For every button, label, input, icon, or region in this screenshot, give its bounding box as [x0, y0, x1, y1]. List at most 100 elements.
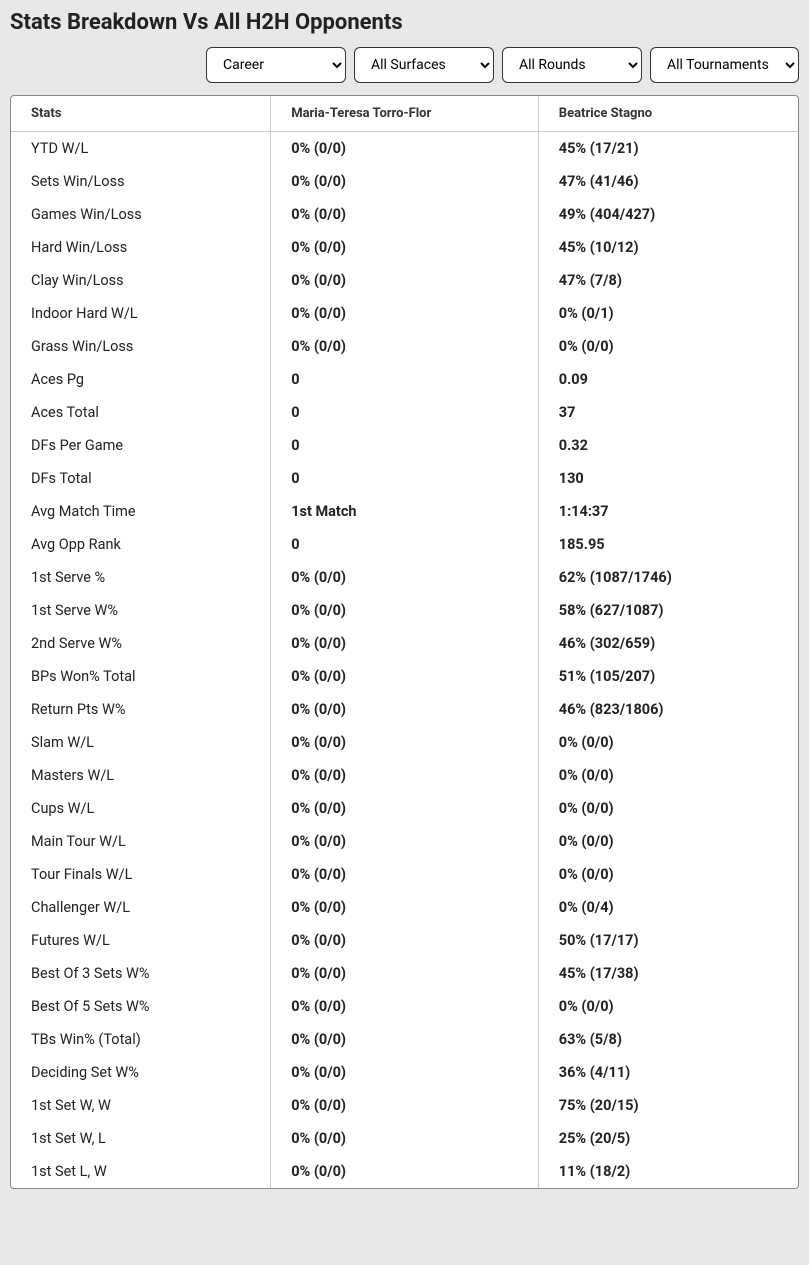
rounds-filter[interactable]: All Rounds: [502, 47, 642, 83]
stat-label: YTD W/L: [11, 132, 271, 166]
table-row: YTD W/L0% (0/0)45% (17/21): [11, 132, 798, 166]
player2-value: 47% (7/8): [538, 264, 798, 297]
stat-label: 1st Set L, W: [11, 1155, 271, 1188]
player2-value: 0.32: [538, 429, 798, 462]
player2-value: 45% (17/38): [538, 957, 798, 990]
stats-table: Stats Maria-Teresa Torro-Flor Beatrice S…: [11, 96, 798, 1188]
player1-value: 0: [271, 363, 539, 396]
table-row: Indoor Hard W/L0% (0/0)0% (0/1): [11, 297, 798, 330]
table-row: 2nd Serve W%0% (0/0)46% (302/659): [11, 627, 798, 660]
table-row: DFs Per Game00.32: [11, 429, 798, 462]
player2-value: 0% (0/0): [538, 726, 798, 759]
player2-value: 0.09: [538, 363, 798, 396]
stat-label: Avg Match Time: [11, 495, 271, 528]
player1-value: 0% (0/0): [271, 165, 539, 198]
player1-value: 0: [271, 396, 539, 429]
player1-value: 0: [271, 528, 539, 561]
table-row: 1st Serve W%0% (0/0)58% (627/1087): [11, 594, 798, 627]
stat-label: Grass Win/Loss: [11, 330, 271, 363]
page-title: Stats Breakdown Vs All H2H Opponents: [10, 10, 799, 35]
table-row: Clay Win/Loss0% (0/0)47% (7/8): [11, 264, 798, 297]
player2-value: 62% (1087/1746): [538, 561, 798, 594]
stat-label: Masters W/L: [11, 759, 271, 792]
stat-label: Best Of 5 Sets W%: [11, 990, 271, 1023]
player1-value: 0% (0/0): [271, 726, 539, 759]
filters-bar: Career All Surfaces All Rounds All Tourn…: [10, 47, 799, 83]
tournaments-filter[interactable]: All Tournaments: [650, 47, 799, 83]
table-row: Cups W/L0% (0/0)0% (0/0): [11, 792, 798, 825]
stat-label: TBs Win% (Total): [11, 1023, 271, 1056]
table-row: Return Pts W%0% (0/0)46% (823/1806): [11, 693, 798, 726]
table-row: TBs Win% (Total)0% (0/0)63% (5/8): [11, 1023, 798, 1056]
player1-value: 0% (0/0): [271, 627, 539, 660]
table-row: Futures W/L0% (0/0)50% (17/17): [11, 924, 798, 957]
stat-label: BPs Won% Total: [11, 660, 271, 693]
stat-label: Best Of 3 Sets W%: [11, 957, 271, 990]
stat-label: DFs Per Game: [11, 429, 271, 462]
stat-label: Aces Total: [11, 396, 271, 429]
stat-label: 1st Serve W%: [11, 594, 271, 627]
player1-value: 0% (0/0): [271, 330, 539, 363]
stat-label: 1st Serve %: [11, 561, 271, 594]
player2-value: 130: [538, 462, 798, 495]
surfaces-filter[interactable]: All Surfaces: [354, 47, 494, 83]
player2-value: 75% (20/15): [538, 1089, 798, 1122]
player2-value: 185.95: [538, 528, 798, 561]
player2-value: 25% (20/5): [538, 1122, 798, 1155]
stat-label: Deciding Set W%: [11, 1056, 271, 1089]
player2-value: 0% (0/0): [538, 990, 798, 1023]
header-player1: Maria-Teresa Torro-Flor: [271, 96, 539, 132]
player2-value: 0% (0/4): [538, 891, 798, 924]
player1-value: 0% (0/0): [271, 957, 539, 990]
player1-value: 0% (0/0): [271, 231, 539, 264]
table-row: Grass Win/Loss0% (0/0)0% (0/0): [11, 330, 798, 363]
table-row: Avg Opp Rank0185.95: [11, 528, 798, 561]
table-row: 1st Serve %0% (0/0)62% (1087/1746): [11, 561, 798, 594]
player1-value: 0: [271, 462, 539, 495]
player1-value: 1st Match: [271, 495, 539, 528]
table-row: Aces Total037: [11, 396, 798, 429]
player2-value: 50% (17/17): [538, 924, 798, 957]
table-row: Main Tour W/L0% (0/0)0% (0/0): [11, 825, 798, 858]
stat-label: Tour Finals W/L: [11, 858, 271, 891]
player1-value: 0% (0/0): [271, 693, 539, 726]
player1-value: 0% (0/0): [271, 759, 539, 792]
player1-value: 0% (0/0): [271, 924, 539, 957]
table-row: Slam W/L0% (0/0)0% (0/0): [11, 726, 798, 759]
stat-label: Clay Win/Loss: [11, 264, 271, 297]
player2-value: 63% (5/8): [538, 1023, 798, 1056]
header-stats: Stats: [11, 96, 271, 132]
stat-label: Indoor Hard W/L: [11, 297, 271, 330]
stat-label: 1st Set W, L: [11, 1122, 271, 1155]
stat-label: DFs Total: [11, 462, 271, 495]
player2-value: 46% (302/659): [538, 627, 798, 660]
table-row: Challenger W/L0% (0/0)0% (0/4): [11, 891, 798, 924]
player2-value: 0% (0/0): [538, 792, 798, 825]
player2-value: 45% (10/12): [538, 231, 798, 264]
stat-label: Avg Opp Rank: [11, 528, 271, 561]
table-row: Best Of 3 Sets W%0% (0/0)45% (17/38): [11, 957, 798, 990]
player1-value: 0: [271, 429, 539, 462]
player1-value: 0% (0/0): [271, 1056, 539, 1089]
stat-label: Cups W/L: [11, 792, 271, 825]
career-filter[interactable]: Career: [206, 47, 346, 83]
player1-value: 0% (0/0): [271, 891, 539, 924]
stat-label: Aces Pg: [11, 363, 271, 396]
player2-value: 36% (4/11): [538, 1056, 798, 1089]
player1-value: 0% (0/0): [271, 990, 539, 1023]
player2-value: 1:14:37: [538, 495, 798, 528]
stat-label: 2nd Serve W%: [11, 627, 271, 660]
player1-value: 0% (0/0): [271, 792, 539, 825]
stat-label: Games Win/Loss: [11, 198, 271, 231]
table-header-row: Stats Maria-Teresa Torro-Flor Beatrice S…: [11, 96, 798, 132]
player1-value: 0% (0/0): [271, 1122, 539, 1155]
player2-value: 0% (0/0): [538, 330, 798, 363]
player2-value: 0% (0/0): [538, 858, 798, 891]
stat-label: Sets Win/Loss: [11, 165, 271, 198]
stats-table-container: Stats Maria-Teresa Torro-Flor Beatrice S…: [10, 95, 799, 1189]
player1-value: 0% (0/0): [271, 1155, 539, 1188]
player2-value: 47% (41/46): [538, 165, 798, 198]
player2-value: 45% (17/21): [538, 132, 798, 166]
player2-value: 58% (627/1087): [538, 594, 798, 627]
table-row: Hard Win/Loss0% (0/0)45% (10/12): [11, 231, 798, 264]
